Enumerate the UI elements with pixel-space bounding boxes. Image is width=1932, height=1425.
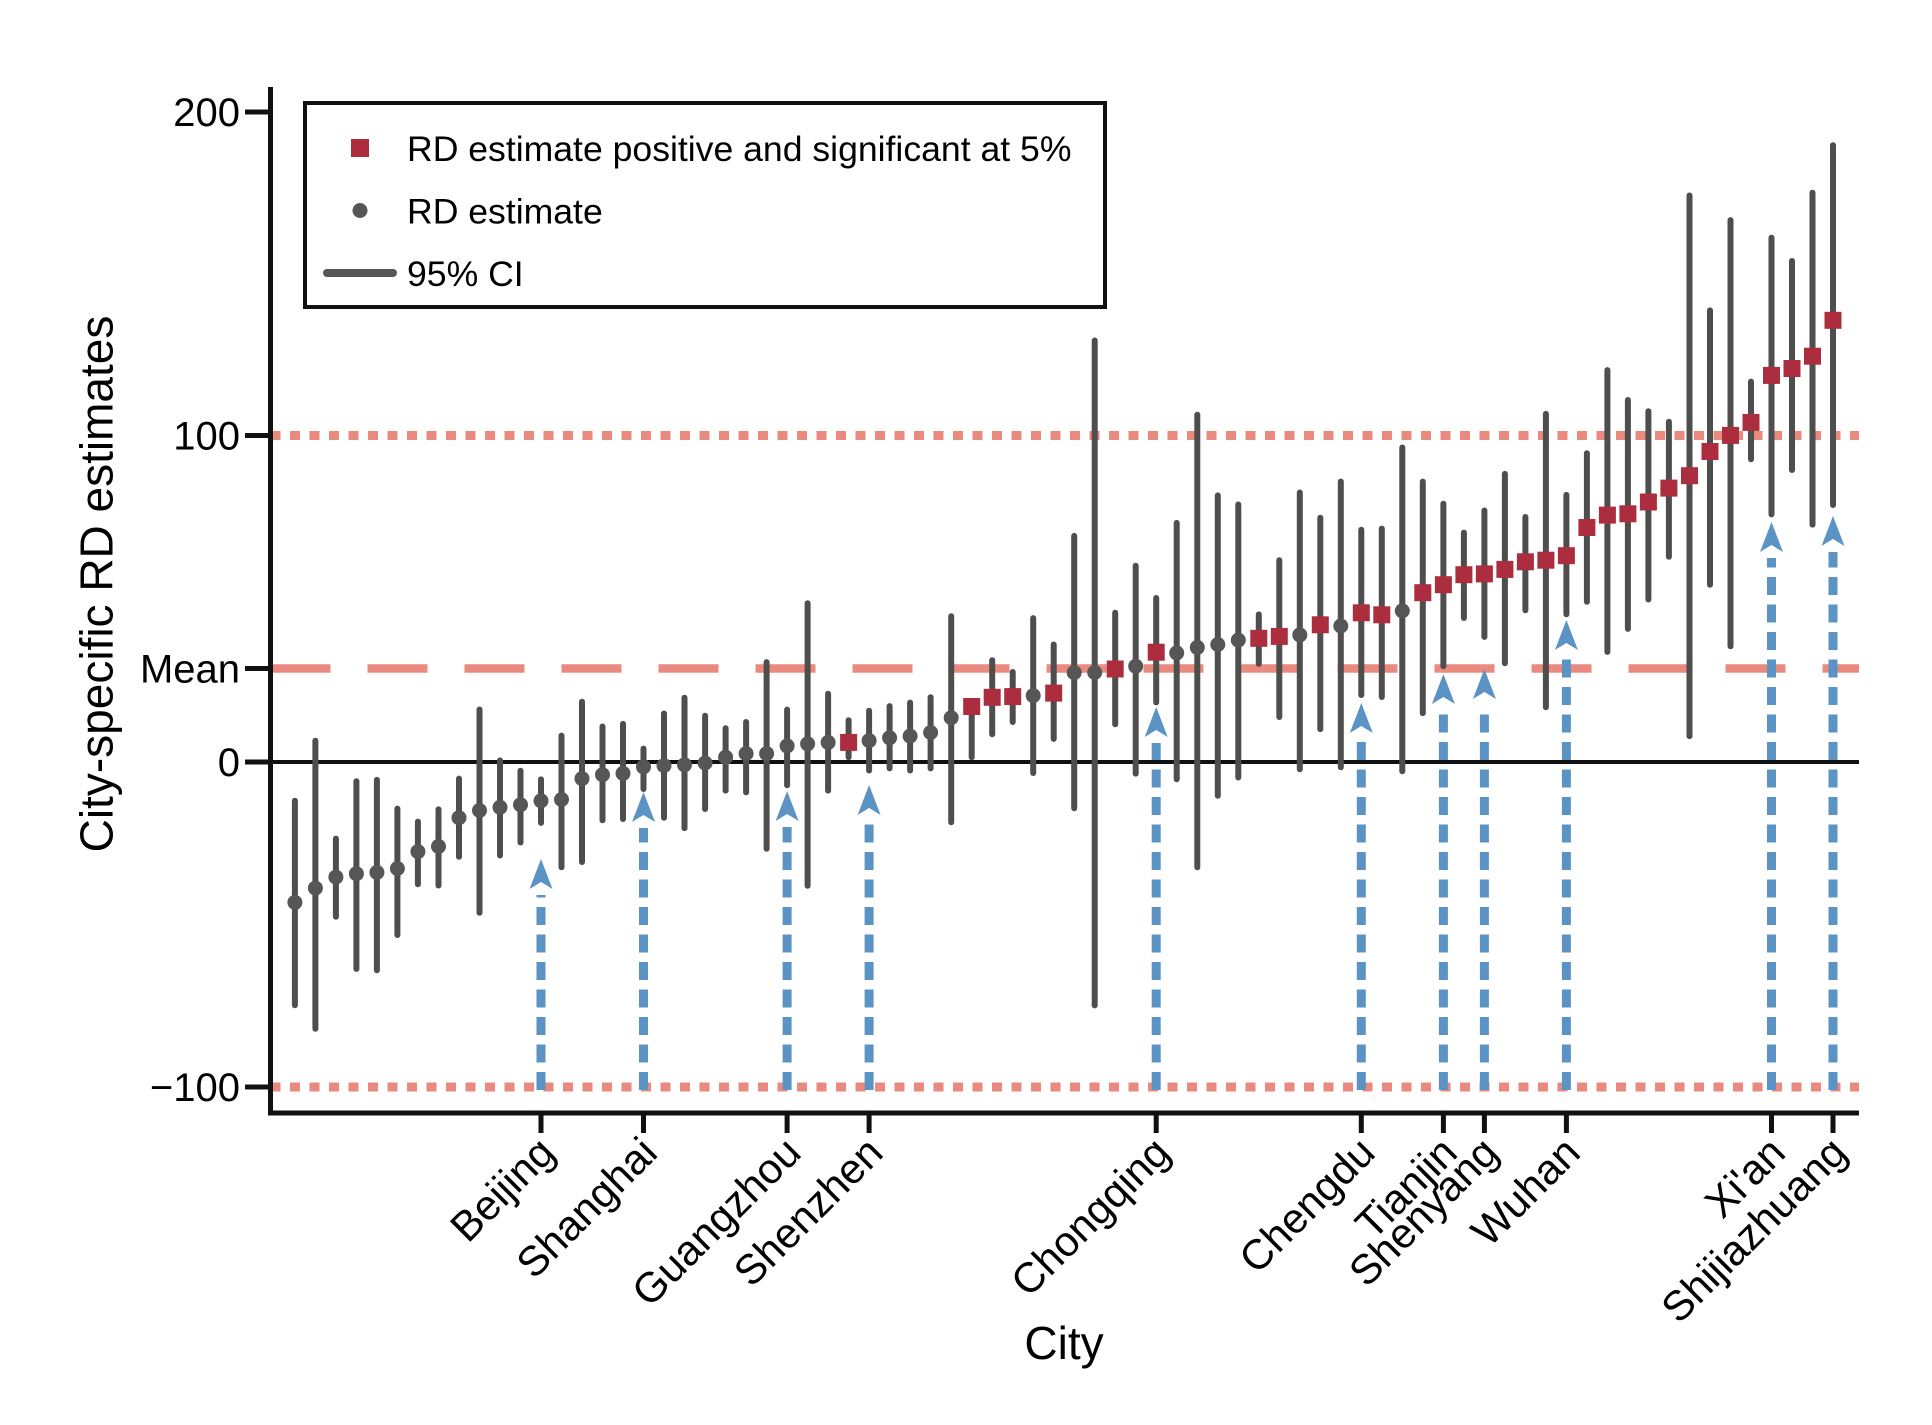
svg-text:City-specific RD estimates: City-specific RD estimates — [71, 316, 123, 853]
svg-text:200: 200 — [173, 91, 240, 135]
svg-text:City: City — [1024, 1317, 1103, 1369]
svg-text:100: 100 — [173, 415, 240, 459]
svg-text:RD estimate: RD estimate — [407, 192, 603, 232]
svg-text:Mean: Mean — [140, 648, 240, 692]
svg-text:−100: −100 — [150, 1066, 240, 1110]
svg-text:0: 0 — [218, 741, 240, 785]
svg-text:95% CI: 95% CI — [407, 254, 524, 294]
svg-text:RD estimate positive and signi: RD estimate positive and significant at … — [407, 129, 1071, 169]
